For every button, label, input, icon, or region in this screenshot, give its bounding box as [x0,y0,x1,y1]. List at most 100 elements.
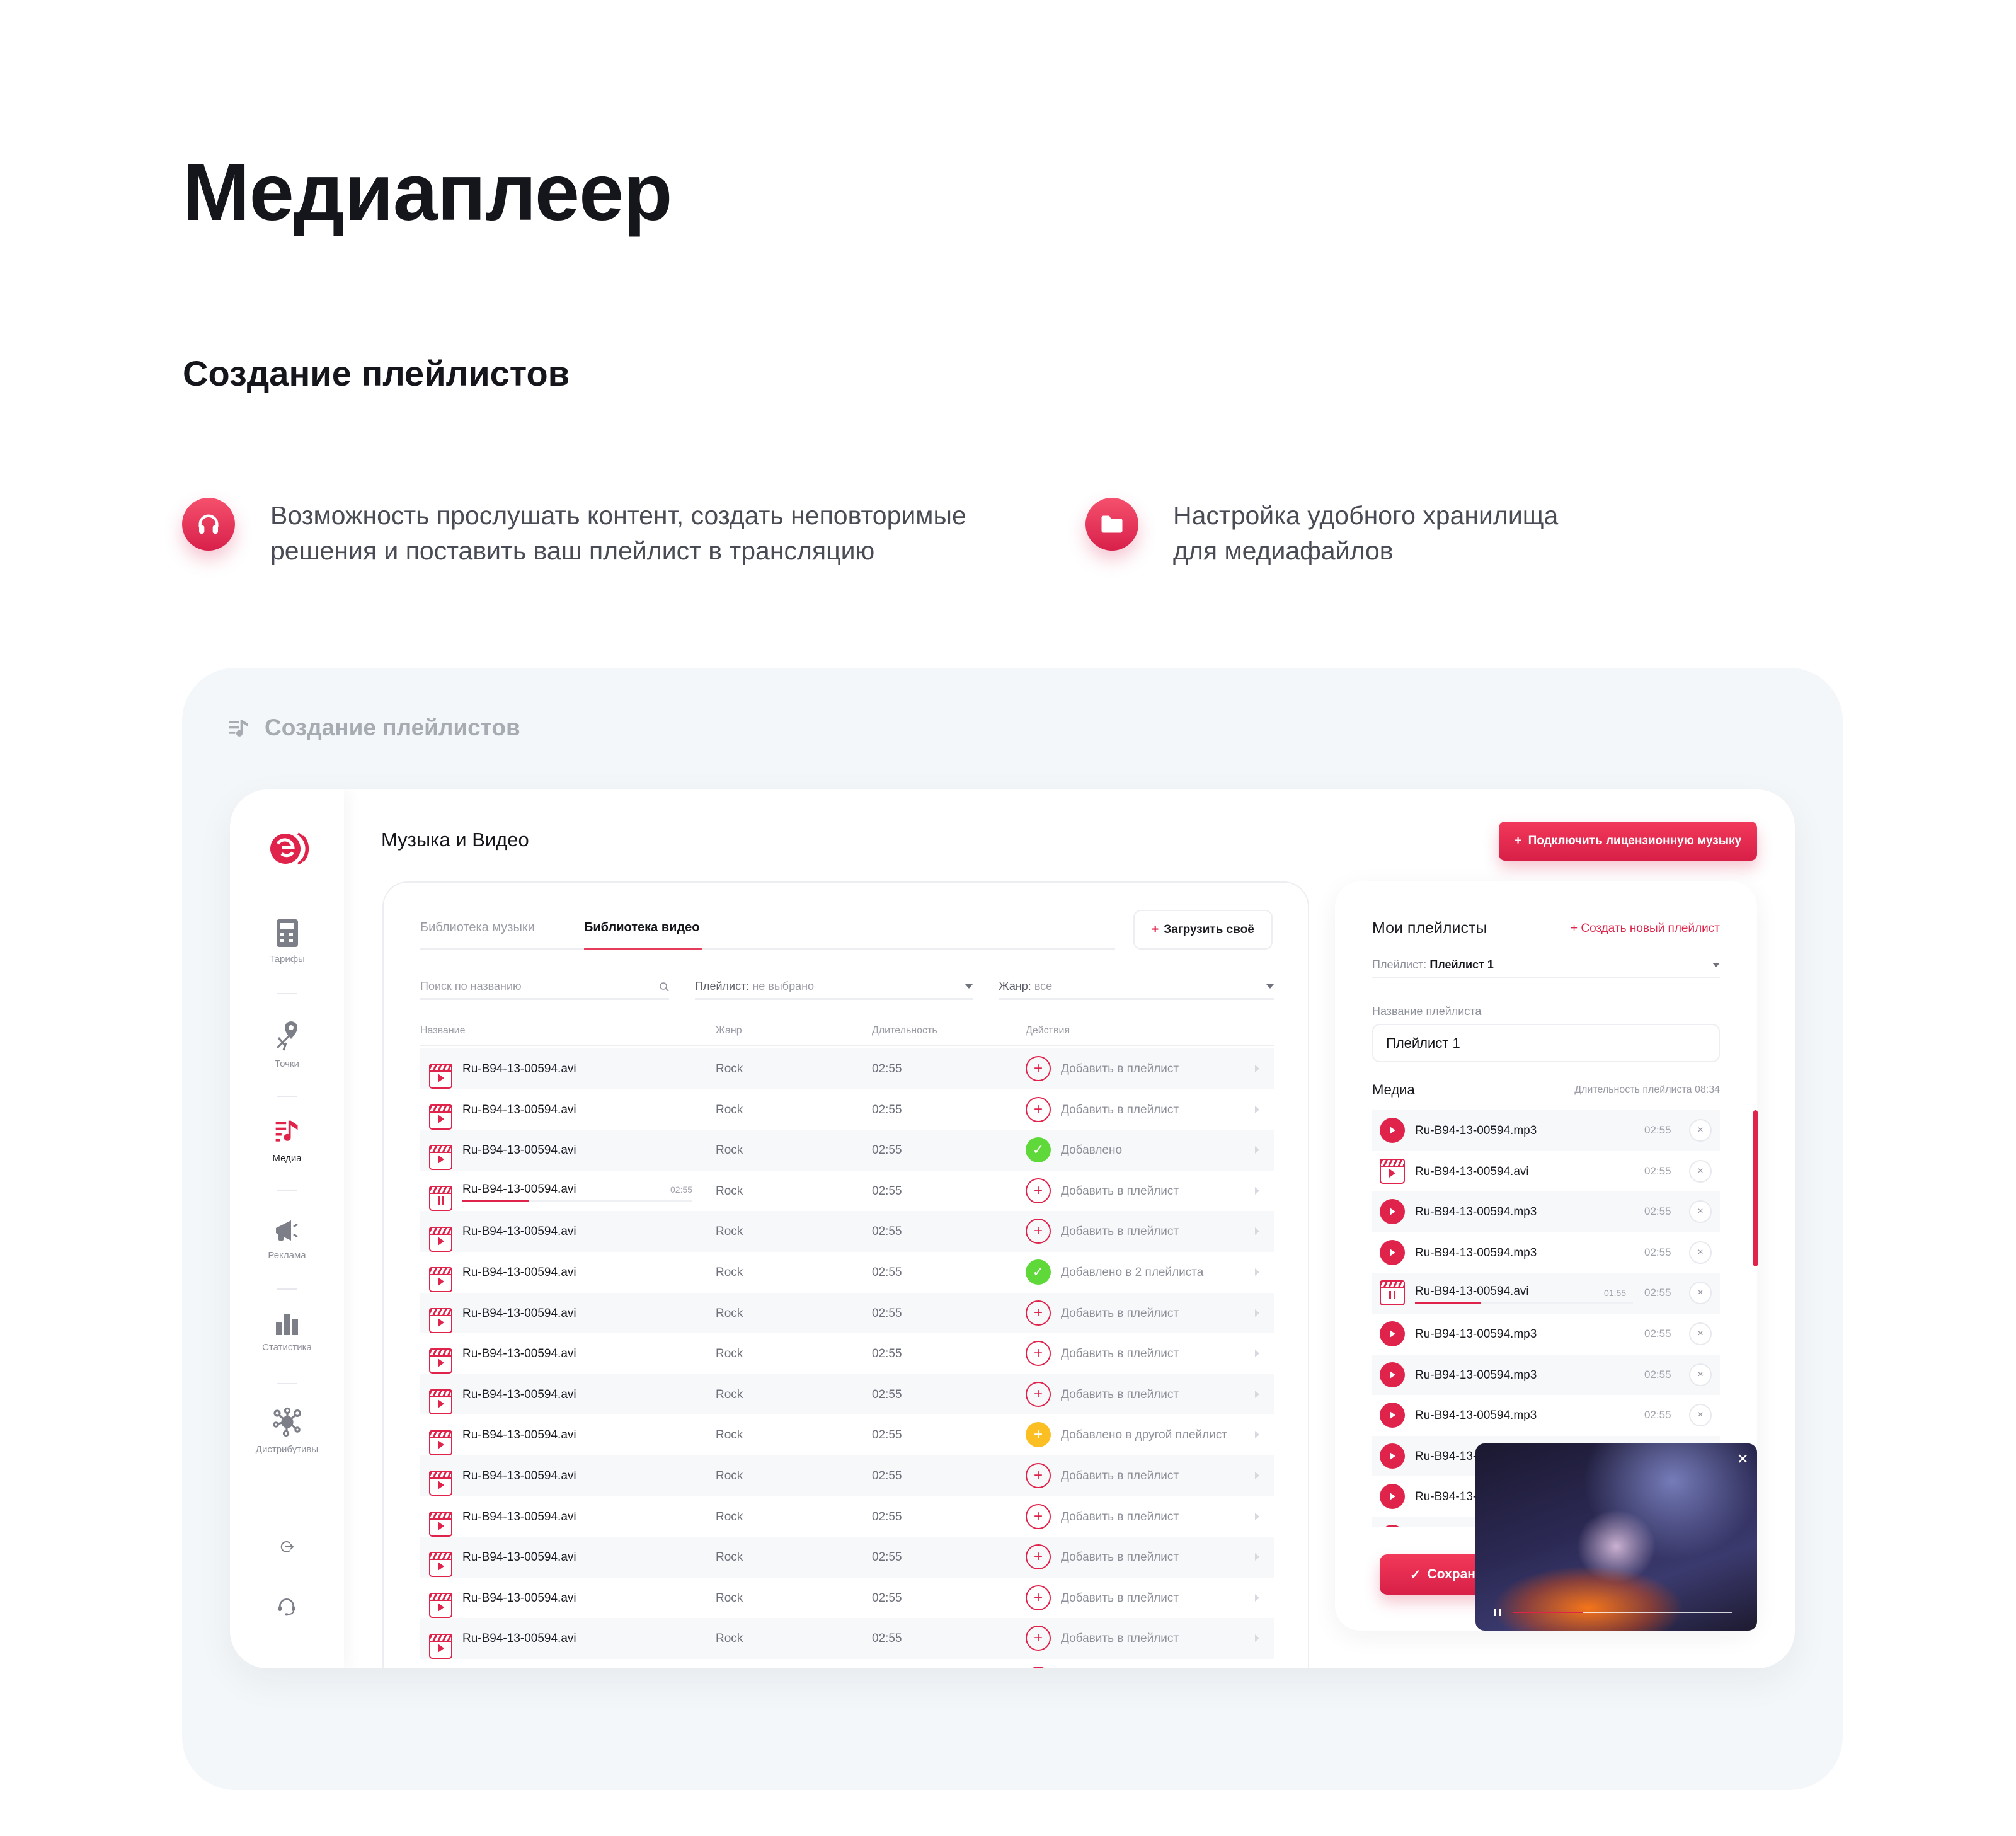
video-file-icon[interactable] [429,1389,452,1415]
add-circle-icon[interactable]: + [1026,1096,1051,1122]
scrollbar[interactable] [1753,1110,1758,1266]
action-label[interactable]: Добавить в плейлист [1061,1551,1179,1564]
tab-video-library[interactable]: Библиотека видео [584,921,700,934]
play-circle-icon[interactable] [1380,1362,1405,1387]
table-row[interactable]: Ru-B94-13-00594.avi Rock 02:55 + Добавить в … [420,1333,1274,1374]
remove-icon[interactable]: × [1689,1282,1712,1305]
table-row[interactable]: Ru-B94-13-00594.avi Rock 02:55 + Добавлено в… [420,1414,1274,1455]
add-circle-icon[interactable]: + [1026,1544,1051,1570]
table-row[interactable]: Ru-B94-13-00594.avi Rock 02:55 + Добавить в … [420,1618,1274,1659]
playlist-item[interactable]: Ru-B94-13-00594.mp3 02:55 × [1372,1232,1720,1273]
table-row[interactable]: Ru-B94-13-00594.avi Rock 02:55 + Добавить в … [420,1578,1274,1619]
action-label[interactable]: Добавлено в 2 плейлиста [1061,1266,1204,1279]
add-circle-icon[interactable]: + [1026,1667,1051,1668]
video-file-icon[interactable] [429,1633,452,1659]
action-label[interactable]: Добавить в плейлист [1061,1632,1179,1646]
chevron-right-icon[interactable] [1255,1390,1259,1398]
column-header-duration[interactable]: Длительность [872,1025,937,1036]
video-file-icon[interactable] [429,1267,452,1293]
remove-icon[interactable]: × [1689,1159,1712,1183]
playlist-item[interactable]: Ru-B94-13-00594.mp3 02:55 × [1372,1110,1720,1151]
video-progress-bar[interactable] [1513,1612,1732,1613]
add-circle-icon[interactable]: + [1026,1626,1051,1651]
sidebar-item-distributions[interactable]: Дистрибутивы [230,1407,344,1455]
video-player-popup[interactable]: × [1475,1443,1757,1631]
chevron-right-icon[interactable] [1255,1146,1259,1154]
add-circle-icon[interactable]: + [1026,1585,1051,1610]
remove-icon[interactable]: × [1689,1363,1712,1386]
add-circle-icon[interactable]: + [1026,1422,1051,1448]
chevron-right-icon[interactable] [1255,1186,1259,1195]
play-circle-icon[interactable] [1380,1403,1405,1428]
video-file-icon[interactable] [429,1226,452,1252]
add-circle-icon[interactable]: + [1026,1463,1051,1488]
play-circle-icon[interactable] [1380,1239,1405,1265]
table-row[interactable]: Ru-B94-13-00594.avi 02:55 Rock 02:55 + Добави… [420,1171,1274,1212]
video-file-icon[interactable] [429,1064,452,1089]
playlist-filter-select[interactable]: Плейлист: не выбрано [695,975,973,1000]
genre-filter-select[interactable]: Жанр: все [999,975,1274,1000]
close-icon[interactable]: × [1737,1449,1748,1469]
playlist-name-input[interactable]: Плейлист 1 [1372,1024,1720,1062]
chevron-right-icon[interactable] [1255,1472,1259,1479]
playlist-item[interactable]: Ru-B94-13-00594.mp3 02:55 × [1372,1191,1720,1232]
action-label[interactable]: Добавить в плейлист [1061,1591,1179,1605]
create-playlist-link[interactable]: + Создать новый плейлист [1571,922,1720,936]
chevron-right-icon[interactable] [1255,1350,1259,1358]
sidebar-item-points[interactable]: Точки [230,1020,344,1069]
chevron-right-icon[interactable] [1255,1512,1259,1520]
add-circle-icon[interactable]: + [1026,1056,1051,1081]
play-circle-icon[interactable] [1380,1443,1405,1469]
remove-icon[interactable]: × [1689,1404,1712,1427]
sidebar-item-stats[interactable]: Статистика [230,1314,344,1353]
column-header-name[interactable]: Название [420,1025,466,1036]
chevron-right-icon[interactable] [1255,1553,1259,1561]
playlist-item[interactable]: Ru-B94-13-00594.mp3 02:55 × [1372,1314,1720,1355]
video-file-icon[interactable] [429,1348,452,1374]
video-file-icon[interactable] [429,1471,452,1496]
check-circle-icon[interactable]: ✓ [1026,1259,1051,1285]
chevron-right-icon[interactable] [1255,1268,1259,1276]
chevron-right-icon[interactable] [1255,1634,1259,1643]
upload-button[interactable]: + Загрузить своё [1133,910,1273,950]
chevron-right-icon[interactable] [1255,1593,1259,1602]
action-label[interactable]: Добавить в плейлист [1061,1306,1179,1320]
play-circle-icon[interactable] [1380,1484,1405,1510]
video-file-icon[interactable] [429,1104,452,1130]
action-label[interactable]: Добавить в плейлист [1061,1103,1179,1116]
playlist-item[interactable]: Ru-B94-13-00594.mp3 02:55 × [1372,1354,1720,1396]
table-row[interactable]: Ru-B94-13-00594.avi Rock 02:55 + Добавить в … [420,1537,1274,1578]
logo[interactable] [266,827,309,873]
check-circle-icon[interactable]: ✓ [1026,1137,1051,1163]
action-label[interactable]: Добавить в плейлист [1061,1225,1179,1239]
table-row[interactable]: Ru-B94-13-00594.avi Rock 02:55 + Добавить в … [420,1089,1274,1130]
sidebar-item-ads[interactable]: Реклама [230,1218,344,1261]
logout-icon[interactable] [279,1539,294,1558]
action-label[interactable]: Добавлено в другой плейлист [1061,1428,1228,1442]
playback-progress[interactable] [1415,1302,1633,1304]
playlist-select[interactable]: Плейлист: Плейлист 1 [1372,953,1720,978]
table-row[interactable]: Ru-B94-13-00594.avi Rock 02:55 + Добавить в … [420,1211,1274,1252]
playback-progress[interactable] [462,1199,692,1202]
action-label[interactable]: Добавить в плейлист [1061,1510,1179,1523]
video-file-icon[interactable] [1380,1280,1405,1306]
remove-icon[interactable]: × [1689,1200,1712,1224]
action-label[interactable]: Добавить в плейлист [1061,1062,1179,1076]
remove-icon[interactable]: × [1689,1119,1712,1142]
tab-music-library[interactable]: Библиотека музыки [420,921,535,934]
play-circle-icon[interactable] [1380,1321,1405,1346]
remove-icon[interactable]: × [1689,1241,1712,1264]
video-file-icon[interactable] [429,1593,452,1619]
connect-licensed-music-button[interactable]: + Подключить лицензионную музыку [1499,822,1757,861]
table-row[interactable]: Ru-B94-13-00594.avi Rock 02:55 + Добавить в … [420,1496,1274,1537]
add-circle-icon[interactable]: + [1026,1341,1051,1367]
playlist-item[interactable]: Ru-B94-13-00594.avi 01:55 02:55 × [1372,1273,1720,1314]
action-label[interactable]: Добавить в плейлист [1061,1184,1179,1198]
video-file-icon[interactable] [429,1511,452,1537]
add-circle-icon[interactable]: + [1026,1178,1051,1203]
action-label[interactable]: Добавить в плейлист [1061,1347,1179,1361]
chevron-right-icon[interactable] [1255,1105,1259,1113]
chevron-right-icon[interactable] [1255,1431,1259,1439]
video-file-icon[interactable] [429,1552,452,1578]
play-circle-icon[interactable] [1380,1525,1405,1527]
